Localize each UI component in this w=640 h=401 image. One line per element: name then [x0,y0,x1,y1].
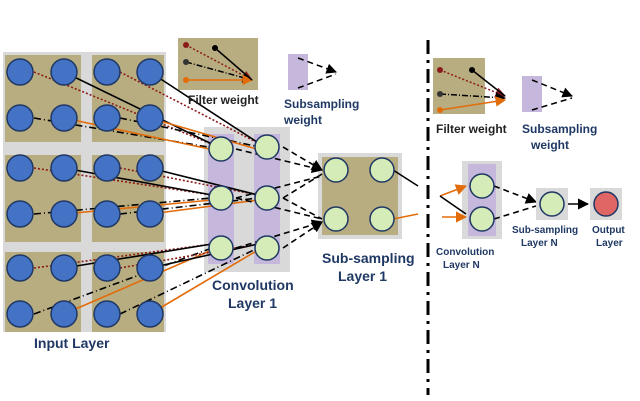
input-node [6,154,34,182]
subsampling-node [369,206,395,232]
input-node [50,58,78,86]
subsampling-layer-1-label-line2: Layer 1 [338,268,387,284]
subsampling-node [539,191,565,217]
input-node [6,104,34,132]
input-node [93,104,121,132]
convolution-node [469,206,495,232]
input-node [136,104,164,132]
input-layer-label: Input Layer [34,335,110,351]
convolution-node [469,173,495,199]
subsampling-weight-right-label-line1: Subsampling [522,122,597,136]
subsampling-weight-icon-right [522,76,573,112]
filter-weight-label: Filter weight [188,93,259,107]
subsampling-node [323,157,349,183]
subsampling-layer-n-label-line2: Layer N [521,238,558,249]
input-node [6,254,34,282]
input-node [93,58,121,86]
input-layer-group [3,52,166,332]
input-node [50,300,78,328]
input-node [136,200,164,228]
convolution-nodes [208,134,280,261]
input-node [6,200,34,228]
output-layer-label-line1: Output [592,225,625,236]
input-node [93,200,121,228]
subsampling-exit-connections [392,169,419,220]
convolution-layer-n-label-line2: Layer N [443,260,480,271]
input-node [50,200,78,228]
convolution-n-to-subsampling-n [493,185,538,220]
input-nodes [6,58,164,328]
convolution-node [208,136,234,162]
subsampling-weight-label-line2: weight [283,113,322,127]
convolution-to-subsampling-connections [235,146,324,249]
input-node [6,300,34,328]
subsampling-nodes [323,157,395,232]
subsampling-layer-1-label-line1: Sub-sampling [322,250,415,266]
input-node [50,254,78,282]
convolution-node [208,185,234,211]
input-node [6,58,34,86]
convolution-layer-1-label-line1: Convolution [212,277,294,293]
convolution-node [254,134,280,160]
input-node [136,58,164,86]
filter-weight-icon-right [433,58,507,114]
filter-weight-icon [178,38,258,90]
subsampling-weight-icon [288,54,337,90]
input-node [93,154,121,182]
input-node [136,254,164,282]
input-node [50,104,78,132]
subsampling-node [323,206,349,232]
convolution-node [254,235,280,261]
output-layer-label-line2: Layer [596,238,623,249]
subsampling-weight-label-line1: Subsampling [284,97,359,111]
input-node [93,300,121,328]
subsampling-layer-n-label-line1: Sub-sampling [512,225,578,236]
filter-weight-right-label: Filter weight [436,122,507,136]
input-node [93,254,121,282]
convolution-layer-1-label-line2: Layer 1 [228,295,277,311]
input-node [50,154,78,182]
input-node [136,154,164,182]
subsampling-weight-right-label-line2: weight [530,138,569,152]
convolution-node [208,235,234,261]
convolution-layer-n-label-line1: Convolution [436,247,494,258]
convolution-n-nodes [469,173,495,232]
output-node [593,191,619,217]
convolution-layer-n-inputs [439,184,468,223]
input-node [136,300,164,328]
convolution-node [254,185,280,211]
subsampling-node [369,157,395,183]
